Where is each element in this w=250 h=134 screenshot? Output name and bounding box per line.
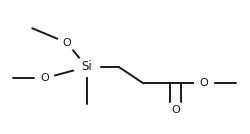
Text: O: O bbox=[200, 78, 208, 88]
Text: Si: Si bbox=[81, 60, 92, 74]
Ellipse shape bbox=[58, 35, 76, 50]
Text: O: O bbox=[40, 73, 49, 83]
Ellipse shape bbox=[35, 70, 54, 86]
Ellipse shape bbox=[195, 76, 214, 91]
Text: O: O bbox=[62, 38, 71, 48]
Text: O: O bbox=[171, 105, 180, 115]
Ellipse shape bbox=[166, 102, 185, 117]
Ellipse shape bbox=[74, 57, 100, 77]
